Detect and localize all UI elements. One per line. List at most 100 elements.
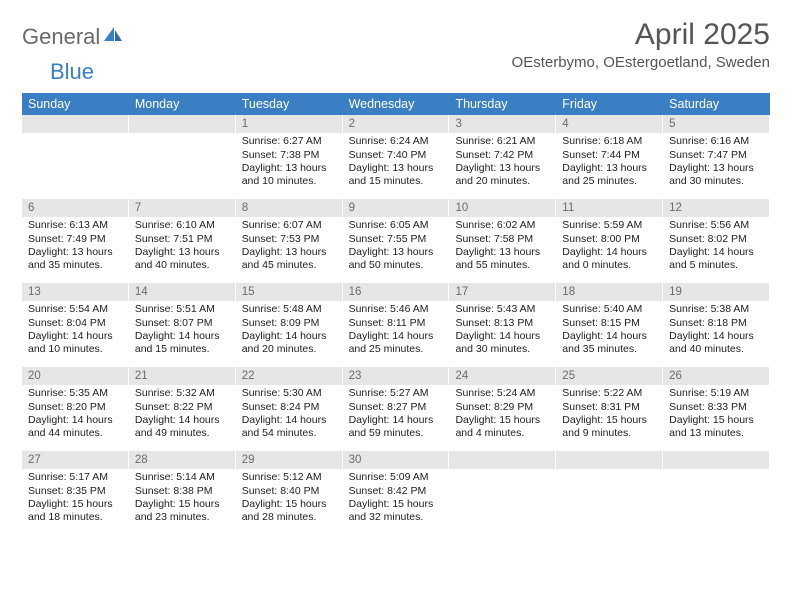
- date-bar: 25: [556, 367, 662, 385]
- sunrise-text: Sunrise: 5:40 AM: [562, 303, 656, 316]
- sunset-text: Sunset: 7:40 PM: [349, 149, 443, 162]
- sunrise-text: Sunrise: 6:27 AM: [242, 135, 336, 148]
- sunset-text: Sunset: 7:53 PM: [242, 233, 336, 246]
- calendar-cell: 21Sunrise: 5:32 AMSunset: 8:22 PMDayligh…: [129, 367, 236, 451]
- brand-text-2: Blue: [50, 59, 94, 85]
- day1-text: Daylight: 13 hours: [562, 162, 656, 175]
- cell-body: Sunrise: 6:13 AMSunset: 7:49 PMDaylight:…: [22, 217, 128, 278]
- calendar-cell: 27Sunrise: 5:17 AMSunset: 8:35 PMDayligh…: [22, 451, 129, 535]
- sunset-text: Sunset: 7:49 PM: [28, 233, 122, 246]
- date-bar: 30: [343, 451, 449, 469]
- day-header: Monday: [129, 93, 236, 115]
- cell-body: Sunrise: 6:07 AMSunset: 7:53 PMDaylight:…: [236, 217, 342, 278]
- day2-text: and 10 minutes.: [28, 343, 122, 356]
- date-bar: [129, 115, 235, 133]
- calendar-cell: 30Sunrise: 5:09 AMSunset: 8:42 PMDayligh…: [343, 451, 450, 535]
- day-header: Wednesday: [343, 93, 450, 115]
- day2-text: and 18 minutes.: [28, 511, 122, 524]
- sunset-text: Sunset: 8:38 PM: [135, 485, 229, 498]
- day2-text: and 13 minutes.: [669, 427, 763, 440]
- day2-text: and 4 minutes.: [455, 427, 549, 440]
- calendar-cell: 16Sunrise: 5:46 AMSunset: 8:11 PMDayligh…: [343, 283, 450, 367]
- date-bar: 26: [663, 367, 769, 385]
- week-row: 13Sunrise: 5:54 AMSunset: 8:04 PMDayligh…: [22, 283, 770, 367]
- sunrise-text: Sunrise: 5:43 AM: [455, 303, 549, 316]
- week-row: 1Sunrise: 6:27 AMSunset: 7:38 PMDaylight…: [22, 115, 770, 199]
- sunrise-text: Sunrise: 6:21 AM: [455, 135, 549, 148]
- day2-text: and 30 minutes.: [669, 175, 763, 188]
- calendar-cell: 9Sunrise: 6:05 AMSunset: 7:55 PMDaylight…: [343, 199, 450, 283]
- brand-logo: General: [22, 24, 124, 50]
- sunrise-text: Sunrise: 5:56 AM: [669, 219, 763, 232]
- cell-body: Sunrise: 5:56 AMSunset: 8:02 PMDaylight:…: [663, 217, 769, 278]
- day1-text: Daylight: 13 hours: [669, 162, 763, 175]
- day2-text: and 25 minutes.: [349, 343, 443, 356]
- calendar-cell: 18Sunrise: 5:40 AMSunset: 8:15 PMDayligh…: [556, 283, 663, 367]
- cell-body: Sunrise: 5:46 AMSunset: 8:11 PMDaylight:…: [343, 301, 449, 362]
- sunrise-text: Sunrise: 5:51 AM: [135, 303, 229, 316]
- sunrise-text: Sunrise: 5:14 AM: [135, 471, 229, 484]
- day1-text: Daylight: 13 hours: [28, 246, 122, 259]
- day1-text: Daylight: 14 hours: [135, 414, 229, 427]
- cell-body: Sunrise: 5:22 AMSunset: 8:31 PMDaylight:…: [556, 385, 662, 446]
- sunrise-text: Sunrise: 5:32 AM: [135, 387, 229, 400]
- date-bar: 22: [236, 367, 342, 385]
- date-bar: 6: [22, 199, 128, 217]
- day2-text: and 44 minutes.: [28, 427, 122, 440]
- cell-body: Sunrise: 5:38 AMSunset: 8:18 PMDaylight:…: [663, 301, 769, 362]
- calendar-cell: 14Sunrise: 5:51 AMSunset: 8:07 PMDayligh…: [129, 283, 236, 367]
- sunrise-text: Sunrise: 5:17 AM: [28, 471, 122, 484]
- sunset-text: Sunset: 8:15 PM: [562, 317, 656, 330]
- date-bar: [449, 451, 555, 469]
- day1-text: Daylight: 14 hours: [349, 414, 443, 427]
- day1-text: Daylight: 14 hours: [669, 330, 763, 343]
- brand-text-1: General: [22, 24, 100, 50]
- sunrise-text: Sunrise: 5:19 AM: [669, 387, 763, 400]
- sail-icon: [102, 25, 124, 50]
- cell-body: Sunrise: 6:02 AMSunset: 7:58 PMDaylight:…: [449, 217, 555, 278]
- date-bar: 9: [343, 199, 449, 217]
- sunrise-text: Sunrise: 5:35 AM: [28, 387, 122, 400]
- day2-text: and 40 minutes.: [135, 259, 229, 272]
- date-bar: 2: [343, 115, 449, 133]
- date-bar: 10: [449, 199, 555, 217]
- sunset-text: Sunset: 8:18 PM: [669, 317, 763, 330]
- sunrise-text: Sunrise: 5:27 AM: [349, 387, 443, 400]
- day2-text: and 10 minutes.: [242, 175, 336, 188]
- calendar-cell: 29Sunrise: 5:12 AMSunset: 8:40 PMDayligh…: [236, 451, 343, 535]
- calendar-cell: 6Sunrise: 6:13 AMSunset: 7:49 PMDaylight…: [22, 199, 129, 283]
- date-bar: 20: [22, 367, 128, 385]
- date-bar: 17: [449, 283, 555, 301]
- day-header: Friday: [556, 93, 663, 115]
- calendar-cell: 24Sunrise: 5:24 AMSunset: 8:29 PMDayligh…: [449, 367, 556, 451]
- day2-text: and 5 minutes.: [669, 259, 763, 272]
- sunrise-text: Sunrise: 6:05 AM: [349, 219, 443, 232]
- calendar-cell: 25Sunrise: 5:22 AMSunset: 8:31 PMDayligh…: [556, 367, 663, 451]
- sunset-text: Sunset: 8:22 PM: [135, 401, 229, 414]
- cell-body: Sunrise: 5:32 AMSunset: 8:22 PMDaylight:…: [129, 385, 235, 446]
- cell-body: Sunrise: 5:51 AMSunset: 8:07 PMDaylight:…: [129, 301, 235, 362]
- cell-body: [22, 133, 128, 193]
- date-bar: 18: [556, 283, 662, 301]
- calendar-cell: 20Sunrise: 5:35 AMSunset: 8:20 PMDayligh…: [22, 367, 129, 451]
- week-row: 6Sunrise: 6:13 AMSunset: 7:49 PMDaylight…: [22, 199, 770, 283]
- calendar-cell: 5Sunrise: 6:16 AMSunset: 7:47 PMDaylight…: [663, 115, 770, 199]
- date-bar: 13: [22, 283, 128, 301]
- day2-text: and 15 minutes.: [349, 175, 443, 188]
- cell-body: Sunrise: 5:48 AMSunset: 8:09 PMDaylight:…: [236, 301, 342, 362]
- date-bar: 8: [236, 199, 342, 217]
- day2-text: and 20 minutes.: [242, 343, 336, 356]
- calendar-cell: 2Sunrise: 6:24 AMSunset: 7:40 PMDaylight…: [343, 115, 450, 199]
- sunrise-text: Sunrise: 5:46 AM: [349, 303, 443, 316]
- cell-body: Sunrise: 6:10 AMSunset: 7:51 PMDaylight:…: [129, 217, 235, 278]
- sunrise-text: Sunrise: 6:07 AM: [242, 219, 336, 232]
- calendar-cell: [556, 451, 663, 535]
- day2-text: and 32 minutes.: [349, 511, 443, 524]
- sunset-text: Sunset: 8:35 PM: [28, 485, 122, 498]
- sunset-text: Sunset: 8:11 PM: [349, 317, 443, 330]
- day2-text: and 54 minutes.: [242, 427, 336, 440]
- calendar-cell: 22Sunrise: 5:30 AMSunset: 8:24 PMDayligh…: [236, 367, 343, 451]
- calendar-cell: 12Sunrise: 5:56 AMSunset: 8:02 PMDayligh…: [663, 199, 770, 283]
- calendar-cell: 15Sunrise: 5:48 AMSunset: 8:09 PMDayligh…: [236, 283, 343, 367]
- sunrise-text: Sunrise: 5:09 AM: [349, 471, 443, 484]
